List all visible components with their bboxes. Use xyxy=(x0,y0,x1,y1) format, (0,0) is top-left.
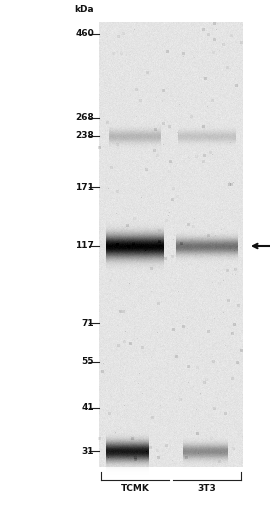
Text: kDa: kDa xyxy=(74,5,94,14)
Text: 460: 460 xyxy=(75,30,94,38)
Text: 3T3: 3T3 xyxy=(198,484,216,493)
Text: 268: 268 xyxy=(75,113,94,123)
Text: 71: 71 xyxy=(81,318,94,328)
Text: 171: 171 xyxy=(75,182,94,192)
Text: 55: 55 xyxy=(82,358,94,366)
Text: 117: 117 xyxy=(75,242,94,250)
Text: 41: 41 xyxy=(81,404,94,412)
Text: 238: 238 xyxy=(75,131,94,141)
Text: 31: 31 xyxy=(82,447,94,455)
Text: TCMK: TCMK xyxy=(121,484,149,493)
